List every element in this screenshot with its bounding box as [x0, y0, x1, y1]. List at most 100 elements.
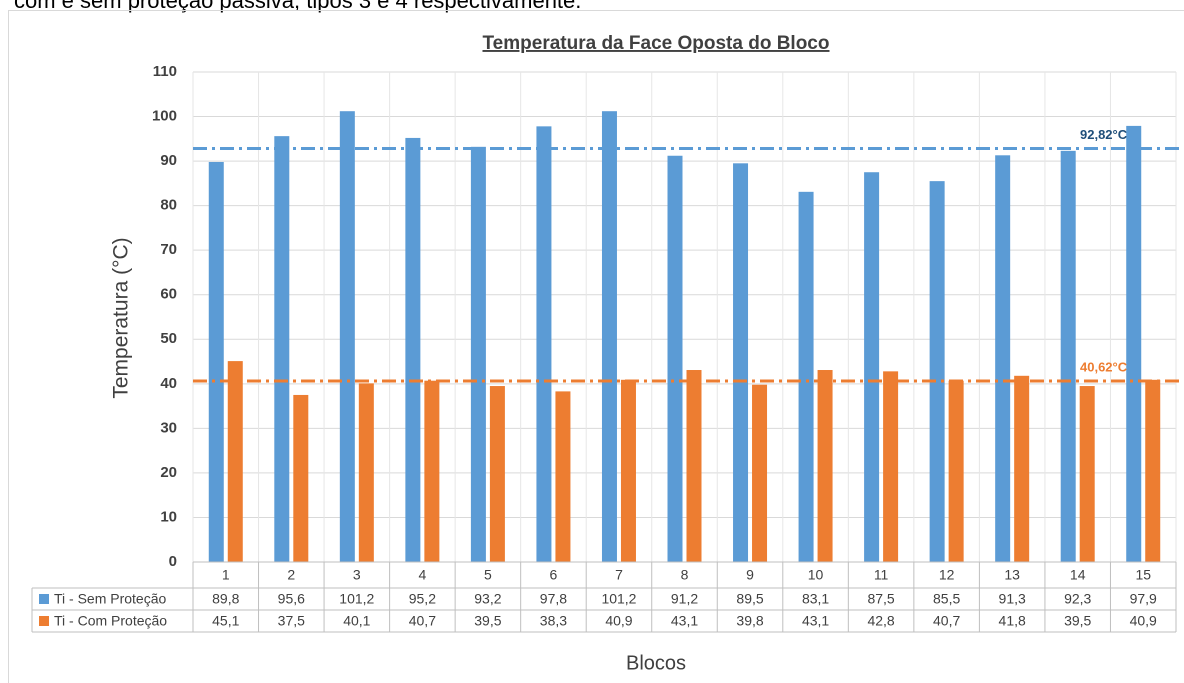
y-tick-label: 60 — [160, 286, 177, 303]
table-value: 93,2 — [474, 591, 501, 607]
y-tick-label: 80 — [160, 197, 177, 214]
bar — [752, 384, 768, 562]
table-value: 39,8 — [736, 613, 763, 629]
bar — [274, 136, 290, 563]
y-tick-label: 10 — [160, 508, 177, 525]
bar — [536, 126, 552, 562]
table-value: 41,8 — [999, 613, 1026, 629]
legend-label: Ti - Com Proteção — [54, 613, 167, 629]
legend-label: Ti - Sem Proteção — [54, 591, 167, 607]
y-tick-label: 50 — [160, 330, 177, 347]
y-tick-label: 70 — [160, 241, 177, 258]
x-tick-label: 1 — [222, 567, 230, 583]
table-value: 40,7 — [933, 613, 960, 629]
y-tick-label: 0 — [169, 553, 177, 570]
y-tick-label: 20 — [160, 464, 177, 481]
table-value: 40,1 — [343, 613, 370, 629]
bar — [601, 111, 617, 562]
table-value: 39,5 — [474, 613, 501, 629]
bar — [339, 111, 355, 562]
table-value: 91,2 — [671, 591, 698, 607]
table-value: 83,1 — [802, 591, 829, 607]
table-value: 97,9 — [1130, 591, 1157, 607]
bar — [424, 380, 440, 562]
caption: com e sem proteção passiva, tipos 3 e 4 … — [14, 0, 581, 13]
x-tick-label: 10 — [808, 567, 824, 583]
table-value: 87,5 — [867, 591, 894, 607]
table-value: 101,2 — [601, 591, 636, 607]
bar — [489, 386, 505, 562]
legend-swatch — [39, 594, 49, 604]
x-tick-label: 15 — [1135, 567, 1151, 583]
bar — [470, 146, 486, 562]
x-tick-label: 11 — [874, 567, 889, 583]
x-tick-label: 9 — [746, 567, 754, 583]
y-tick-label: 100 — [152, 108, 177, 125]
y-tick-label: 110 — [153, 63, 177, 80]
bar — [995, 155, 1011, 563]
x-tick-label: 6 — [550, 567, 558, 583]
reference-label: 92,82°C — [1080, 127, 1128, 142]
table-value: 45,1 — [212, 613, 239, 629]
x-tick-label: 13 — [1004, 567, 1020, 583]
table-value: 40,9 — [605, 613, 632, 629]
table-value: 40,7 — [409, 613, 436, 629]
bar — [948, 380, 964, 562]
bar — [798, 191, 814, 562]
x-tick-label: 8 — [681, 567, 689, 583]
table-value: 43,1 — [802, 613, 829, 629]
bar — [686, 370, 702, 562]
chart-frame — [8, 10, 1184, 683]
bar — [1145, 379, 1161, 562]
bar — [620, 379, 636, 562]
bar — [358, 383, 374, 562]
table-value: 42,8 — [867, 613, 894, 629]
y-tick-label: 40 — [160, 375, 177, 392]
bar — [667, 155, 683, 562]
bar — [1060, 150, 1076, 562]
table-value: 101,2 — [339, 591, 374, 607]
table-value: 95,2 — [409, 591, 436, 607]
table-value: 85,5 — [933, 591, 960, 607]
x-tick-label: 2 — [287, 567, 295, 583]
bar — [555, 391, 571, 562]
table-value: 40,9 — [1130, 613, 1157, 629]
bar — [929, 181, 945, 563]
bar — [733, 163, 749, 562]
reference-label: 40,62°C — [1080, 359, 1128, 374]
bar — [293, 394, 309, 562]
bar — [1079, 386, 1095, 562]
bar — [208, 161, 224, 562]
bar — [864, 172, 880, 562]
table-value: 89,8 — [212, 591, 239, 607]
bar — [1014, 375, 1030, 562]
table-value: 95,6 — [278, 591, 305, 607]
x-tick-label: 14 — [1070, 567, 1086, 583]
x-tick-label: 3 — [353, 567, 361, 583]
table-value: 89,5 — [736, 591, 763, 607]
table-value: 91,3 — [999, 591, 1026, 607]
x-tick-label: 7 — [615, 567, 623, 583]
table-value: 92,3 — [1064, 591, 1091, 607]
y-tick-label: 90 — [160, 152, 177, 169]
bar — [1126, 125, 1142, 563]
table-value: 38,3 — [540, 613, 567, 629]
legend-swatch — [39, 616, 49, 626]
x-tick-label: 5 — [484, 567, 492, 583]
bar — [405, 137, 421, 562]
table-value: 39,5 — [1064, 613, 1091, 629]
table-value: 37,5 — [278, 613, 305, 629]
bar — [883, 371, 899, 562]
x-tick-label: 12 — [939, 567, 955, 583]
bar — [227, 361, 243, 562]
y-axis-label: Temperatura (°C) — [110, 237, 133, 398]
x-axis-label: Blocos — [626, 652, 686, 674]
y-tick-label: 30 — [160, 419, 177, 436]
x-tick-label: 4 — [418, 567, 426, 583]
bar — [817, 370, 833, 562]
chart-title: Temperatura da Face Oposta do Bloco — [482, 33, 829, 54]
table-value: 43,1 — [671, 613, 698, 629]
table-value: 97,8 — [540, 591, 567, 607]
